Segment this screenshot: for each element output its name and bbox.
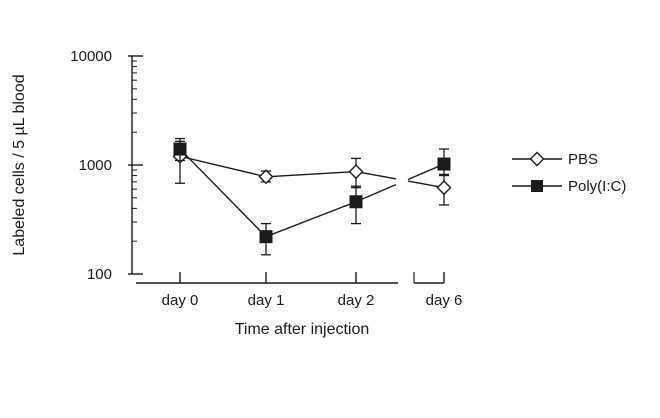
- x-tick-label: day 2: [338, 292, 375, 309]
- series-line: [179, 155, 397, 180]
- legend-marker: [529, 151, 545, 167]
- legend: PBS Poly(I:C): [512, 151, 626, 195]
- data-point: [173, 142, 187, 156]
- y-axis: 100 1000 10000: [70, 48, 143, 283]
- y-axis-title: Labeled cells / 5 µL blood: [11, 74, 28, 255]
- x-tick-label: day 1: [248, 292, 285, 309]
- legend-label: Poly(I:C): [568, 178, 626, 195]
- series-polyic: [173, 137, 451, 256]
- series-layer: [172, 137, 452, 256]
- legend-item: Poly(I:C): [512, 178, 626, 195]
- series-line: [179, 148, 397, 238]
- series-pbs: [172, 140, 452, 206]
- legend-label: PBS: [568, 151, 598, 168]
- x-axis: day 0 day 1 day 2 day 6: [136, 272, 462, 309]
- data-point: [349, 195, 363, 209]
- data-point: [259, 230, 273, 244]
- x-axis-title: Time after injection: [235, 321, 370, 338]
- data-point: [258, 169, 274, 185]
- x-tick-label: day 6: [426, 292, 463, 309]
- y-tick-label: 10000: [70, 48, 112, 65]
- x-tick-label: day 0: [162, 292, 199, 309]
- y-tick-label: 1000: [79, 157, 112, 174]
- legend-item: PBS: [512, 151, 598, 168]
- data-point: [348, 164, 364, 180]
- y-tick-label: 100: [87, 266, 112, 283]
- data-point: [436, 180, 452, 196]
- legend-marker: [531, 180, 543, 192]
- data-point: [437, 157, 451, 171]
